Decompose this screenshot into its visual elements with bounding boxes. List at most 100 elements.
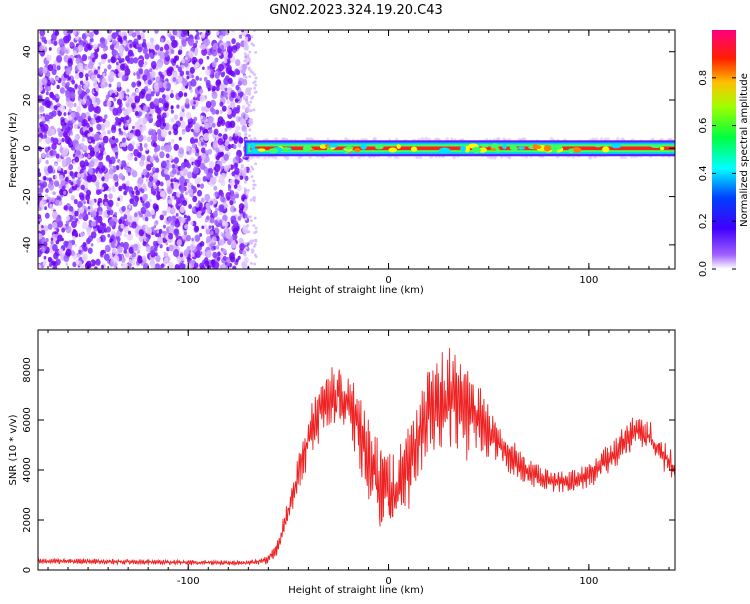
noise-point — [217, 116, 224, 125]
noise-point — [168, 244, 174, 252]
noise-point — [215, 244, 220, 250]
noise-point — [162, 122, 167, 127]
noise-point — [175, 234, 179, 239]
noise-point — [199, 94, 206, 103]
noise-point — [167, 215, 173, 222]
noise-point — [76, 105, 82, 113]
band-halo-point — [606, 137, 610, 141]
noise-point — [252, 43, 256, 47]
noise-point — [94, 266, 98, 269]
noise-point — [196, 183, 201, 188]
noise-point — [183, 92, 188, 97]
noise-point — [204, 122, 210, 129]
noise-point — [95, 189, 101, 196]
noise-point — [244, 180, 247, 184]
noise-point — [108, 218, 115, 227]
noise-point — [244, 213, 248, 218]
noise-point — [102, 47, 107, 52]
noise-point — [149, 68, 153, 73]
band-blob — [594, 144, 602, 148]
noise-point — [247, 103, 251, 107]
band-blob — [509, 145, 517, 151]
noise-point — [93, 113, 97, 119]
noise-point — [244, 55, 248, 59]
noise-point — [246, 169, 250, 174]
band-halo-point — [388, 138, 391, 141]
noise-point — [87, 133, 91, 137]
noise-point — [181, 234, 186, 240]
noise-point — [42, 67, 48, 74]
noise-point — [189, 243, 196, 251]
noise-point — [199, 232, 203, 237]
band-halo-point — [306, 137, 310, 141]
colorbar-tick-label: 0.8 — [698, 70, 709, 86]
noise-point — [58, 248, 64, 255]
noise-point — [182, 168, 189, 176]
noise-point — [223, 153, 230, 161]
noise-point — [83, 84, 88, 90]
noise-point — [50, 104, 55, 111]
noise-point — [179, 45, 183, 50]
band-blob — [491, 143, 499, 149]
noise-point — [239, 168, 243, 173]
noise-point — [159, 214, 164, 221]
noise-point — [180, 216, 186, 224]
noise-point — [69, 41, 74, 47]
noise-point — [41, 77, 48, 86]
noise-point — [61, 149, 68, 158]
band-blob — [410, 146, 418, 152]
noise-point — [117, 107, 123, 114]
noise-point — [38, 146, 43, 152]
noise-point — [227, 67, 231, 71]
noise-point — [123, 226, 130, 234]
noise-point — [244, 230, 248, 234]
noise-point — [154, 205, 159, 212]
band-halo-point — [419, 155, 423, 160]
noise-point — [42, 247, 46, 253]
noise-point — [204, 260, 210, 267]
noise-point — [194, 93, 198, 98]
noise-point — [176, 64, 179, 69]
noise-point — [115, 61, 119, 66]
band-blob — [257, 148, 266, 152]
noise-point — [194, 125, 201, 134]
noise-point — [78, 93, 84, 99]
noise-point — [38, 207, 42, 211]
noise-point — [201, 212, 204, 216]
noise-point — [178, 147, 185, 155]
noise-point — [213, 211, 218, 218]
noise-point — [54, 199, 61, 206]
noise-point — [178, 91, 184, 98]
noise-point — [82, 41, 86, 46]
noise-point — [79, 206, 85, 214]
noise-point — [115, 155, 118, 159]
noise-point — [150, 60, 157, 69]
noise-point — [103, 151, 107, 155]
noise-point — [156, 128, 162, 135]
noise-point — [252, 179, 256, 183]
noise-point — [215, 30, 220, 36]
noise-point — [38, 214, 42, 220]
band-blob — [268, 148, 279, 154]
noise-point — [124, 188, 129, 193]
band-blob — [388, 147, 397, 153]
noise-point — [67, 242, 73, 249]
noise-point — [114, 137, 119, 143]
noise-point — [43, 176, 47, 181]
noise-point — [212, 85, 217, 92]
noise-point — [131, 190, 135, 195]
noise-point — [193, 101, 196, 105]
noise-point — [237, 80, 242, 86]
noise-point — [153, 184, 157, 190]
noise-point — [103, 194, 108, 199]
noise-point — [157, 61, 163, 69]
band-halo-point — [485, 138, 489, 141]
noise-point — [252, 108, 256, 112]
noise-point — [159, 151, 165, 159]
noise-point — [173, 248, 180, 257]
noise-point — [48, 39, 52, 45]
noise-point — [170, 35, 176, 42]
noise-point — [160, 38, 164, 43]
noise-point — [200, 141, 205, 146]
noise-point — [201, 225, 205, 230]
